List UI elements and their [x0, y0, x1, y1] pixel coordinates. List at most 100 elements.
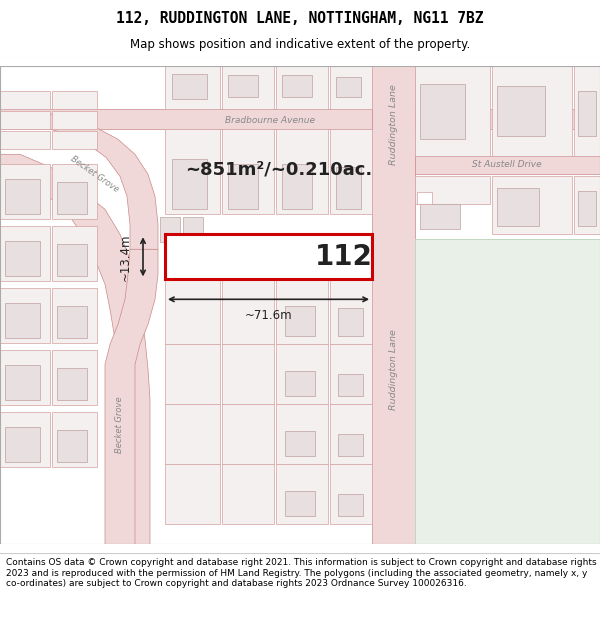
Bar [222, 279, 274, 344]
Bar [160, 217, 180, 242]
Bar [276, 344, 328, 404]
Bar [285, 431, 315, 456]
Bar [497, 86, 545, 136]
Bar [282, 164, 312, 209]
Bar [415, 109, 600, 129]
Text: St Austell Drive: St Austell Drive [472, 160, 542, 169]
Bar [276, 404, 328, 464]
Bar [420, 204, 460, 229]
Bar [222, 344, 274, 404]
Bar [57, 244, 87, 276]
Bar [415, 66, 490, 156]
Bar [228, 75, 258, 98]
Bar [338, 434, 363, 456]
Text: Contains OS data © Crown copyright and database right 2021. This information is : Contains OS data © Crown copyright and d… [6, 558, 596, 588]
Bar [228, 164, 258, 209]
Bar [338, 374, 363, 396]
Bar [276, 66, 328, 109]
Bar [276, 279, 328, 344]
Bar [0, 288, 50, 343]
Bar [417, 192, 432, 204]
Bar [285, 306, 315, 336]
Bar [165, 279, 220, 344]
Bar [52, 412, 97, 468]
Text: Bradbourne Avenue: Bradbourne Avenue [225, 116, 315, 125]
Bar [285, 371, 315, 396]
Bar [52, 91, 97, 109]
Bar [222, 66, 274, 109]
Bar [0, 226, 50, 281]
Text: ~71.6m: ~71.6m [245, 309, 292, 322]
Bar [52, 111, 97, 129]
Bar [285, 491, 315, 516]
Bar [492, 66, 572, 156]
Bar [5, 365, 40, 400]
Text: ~13.4m: ~13.4m [119, 233, 131, 281]
Bar [165, 66, 220, 109]
Bar [338, 308, 363, 336]
Bar [0, 164, 50, 219]
Bar [222, 404, 274, 464]
Bar [52, 164, 97, 219]
Text: Ruddington Lane: Ruddington Lane [389, 84, 398, 165]
Bar [172, 74, 207, 99]
Bar [165, 464, 220, 524]
Bar [276, 129, 328, 214]
Bar [492, 176, 572, 234]
Bar [222, 129, 274, 214]
Bar [336, 78, 361, 98]
Bar [57, 368, 87, 400]
Bar [336, 168, 361, 209]
Bar [0, 91, 50, 109]
Bar [415, 176, 490, 204]
Bar [5, 179, 40, 214]
Bar [338, 494, 363, 516]
Bar [5, 241, 40, 276]
Bar [52, 288, 97, 343]
Bar [330, 404, 372, 464]
Bar [276, 464, 328, 524]
Text: Becket Grove: Becket Grove [115, 396, 125, 452]
Bar [0, 412, 50, 468]
Bar [52, 226, 97, 281]
Bar [0, 111, 50, 129]
Bar [57, 182, 87, 214]
Bar [578, 91, 596, 136]
Bar [183, 217, 203, 242]
Bar [330, 129, 372, 214]
Bar [222, 464, 274, 524]
Bar [172, 159, 207, 209]
Bar [165, 404, 220, 464]
Bar [574, 66, 600, 156]
Polygon shape [0, 154, 150, 544]
Bar [52, 350, 97, 405]
Bar [330, 279, 372, 344]
Bar [5, 428, 40, 462]
Bar [165, 234, 372, 279]
Bar [165, 129, 220, 214]
Bar [0, 109, 372, 129]
Bar [420, 84, 465, 139]
Bar [0, 350, 50, 405]
Text: Ruddington Lane: Ruddington Lane [389, 329, 398, 410]
Bar [0, 131, 50, 149]
Text: 112: 112 [315, 242, 373, 271]
Text: Becket Grove: Becket Grove [69, 154, 121, 194]
Bar [330, 344, 372, 404]
Polygon shape [0, 114, 158, 249]
Bar [52, 131, 97, 149]
Bar [5, 303, 40, 338]
Bar [574, 176, 600, 234]
Bar [372, 66, 415, 544]
Text: Map shows position and indicative extent of the property.: Map shows position and indicative extent… [130, 38, 470, 51]
Bar [497, 188, 539, 226]
Bar [57, 306, 87, 338]
Polygon shape [105, 249, 158, 544]
Bar [57, 430, 87, 462]
Text: ~851m²/~0.210ac.: ~851m²/~0.210ac. [185, 160, 372, 178]
Bar [165, 344, 220, 404]
Bar [282, 75, 312, 98]
Bar [415, 239, 600, 544]
Bar [330, 66, 372, 109]
Text: 112, RUDDINGTON LANE, NOTTINGHAM, NG11 7BZ: 112, RUDDINGTON LANE, NOTTINGHAM, NG11 7… [116, 11, 484, 26]
